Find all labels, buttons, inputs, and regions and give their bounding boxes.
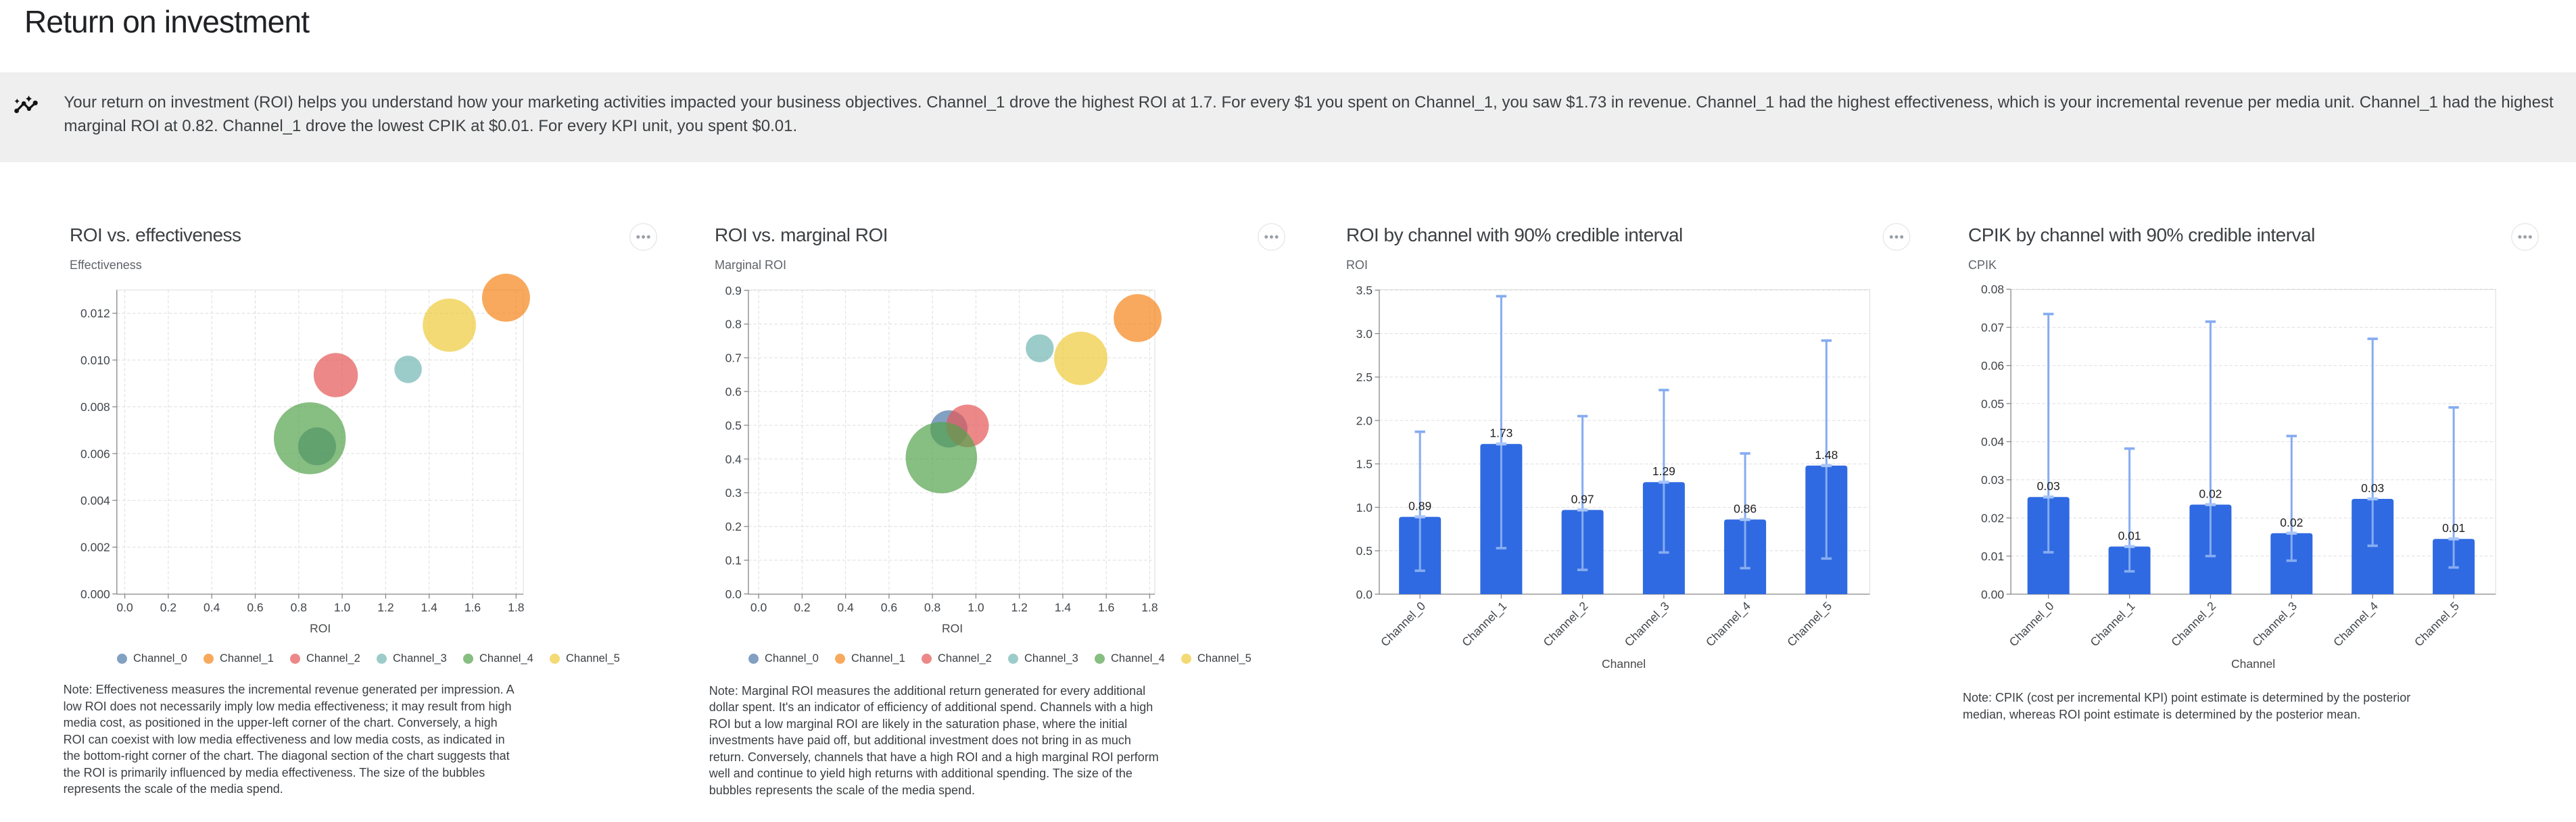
svg-text:0.2: 0.2 <box>160 600 176 614</box>
svg-text:0.03: 0.03 <box>2361 481 2384 495</box>
svg-text:0.00: 0.00 <box>1981 587 2004 601</box>
svg-text:0.07: 0.07 <box>1981 321 2004 335</box>
svg-text:1.8: 1.8 <box>508 600 524 614</box>
svg-text:Channel_3: Channel_3 <box>1622 599 1673 650</box>
svg-text:1.73: 1.73 <box>1489 427 1512 440</box>
svg-text:0.4: 0.4 <box>725 452 742 466</box>
svg-text:ROI: ROI <box>942 622 963 635</box>
svg-text:0.06: 0.06 <box>1981 359 2004 372</box>
svg-text:1.0: 1.0 <box>334 600 351 614</box>
svg-text:2.0: 2.0 <box>1356 414 1373 427</box>
svg-text:0.5: 0.5 <box>725 418 742 432</box>
svg-text:0.008: 0.008 <box>80 400 110 414</box>
svg-text:Channel_1: Channel_1 <box>1459 599 1510 650</box>
svg-text:0.01: 0.01 <box>2118 529 2141 543</box>
svg-text:1.6: 1.6 <box>464 600 481 614</box>
svg-text:1.48: 1.48 <box>1815 448 1838 462</box>
svg-text:0.002: 0.002 <box>80 541 110 554</box>
svg-text:0.3: 0.3 <box>725 486 742 500</box>
svg-text:0.97: 0.97 <box>1571 492 1594 506</box>
svg-text:Channel: Channel <box>2231 657 2275 671</box>
svg-text:0.006: 0.006 <box>80 447 110 460</box>
svg-text:Channel_4: Channel_4 <box>1703 599 1754 650</box>
svg-text:0.08: 0.08 <box>1981 283 2004 296</box>
svg-text:0.4: 0.4 <box>204 600 220 614</box>
svg-text:0.0: 0.0 <box>116 600 133 614</box>
svg-text:0.012: 0.012 <box>80 307 110 320</box>
svg-text:Channel_3: Channel_3 <box>2249 599 2300 650</box>
svg-text:0.010: 0.010 <box>80 354 110 367</box>
svg-text:0.86: 0.86 <box>1734 502 1757 516</box>
svg-text:0.8: 0.8 <box>924 600 940 614</box>
svg-text:1.4: 1.4 <box>1055 600 1072 614</box>
svg-text:0.03: 0.03 <box>1981 473 2004 487</box>
svg-text:0.02: 0.02 <box>1981 512 2004 525</box>
svg-text:1.2: 1.2 <box>1011 600 1028 614</box>
svg-text:0.4: 0.4 <box>837 600 854 614</box>
svg-text:Channel_1: Channel_1 <box>2087 599 2138 650</box>
svg-text:1.2: 1.2 <box>377 600 393 614</box>
svg-text:Channel_2: Channel_2 <box>1540 599 1591 650</box>
svg-text:0.9: 0.9 <box>725 284 742 297</box>
svg-text:1.6: 1.6 <box>1098 600 1114 614</box>
svg-text:1.0: 1.0 <box>968 600 984 614</box>
svg-text:0.8: 0.8 <box>725 318 742 331</box>
svg-text:1.29: 1.29 <box>1652 464 1675 478</box>
svg-text:Channel_0: Channel_0 <box>1378 599 1429 650</box>
svg-text:0.8: 0.8 <box>291 600 307 614</box>
svg-text:3.0: 3.0 <box>1356 327 1373 341</box>
svg-text:0.2: 0.2 <box>794 600 810 614</box>
svg-text:2.5: 2.5 <box>1356 370 1373 384</box>
svg-text:0.01: 0.01 <box>1981 550 2004 563</box>
svg-text:0.05: 0.05 <box>1981 397 2004 410</box>
svg-text:1.4: 1.4 <box>421 600 438 614</box>
svg-text:0.6: 0.6 <box>881 600 897 614</box>
svg-text:0.89: 0.89 <box>1408 500 1431 513</box>
svg-text:0.7: 0.7 <box>725 352 742 365</box>
svg-text:0.2: 0.2 <box>725 520 742 533</box>
svg-text:0.02: 0.02 <box>2199 487 2222 501</box>
svg-text:0.004: 0.004 <box>80 494 110 508</box>
svg-text:0.02: 0.02 <box>2280 516 2303 529</box>
svg-text:0.0: 0.0 <box>725 587 742 601</box>
svg-text:0.0: 0.0 <box>1356 587 1373 601</box>
svg-text:Channel_4: Channel_4 <box>2331 599 2381 650</box>
svg-text:0.5: 0.5 <box>1356 544 1373 558</box>
svg-text:1.0: 1.0 <box>1356 501 1373 514</box>
svg-text:0.0: 0.0 <box>750 600 767 614</box>
svg-text:0.000: 0.000 <box>80 587 110 601</box>
svg-text:0.01: 0.01 <box>2442 521 2465 535</box>
svg-text:1.5: 1.5 <box>1356 458 1373 471</box>
svg-text:0.1: 0.1 <box>725 554 742 567</box>
svg-text:Channel_5: Channel_5 <box>2412 599 2462 650</box>
svg-text:ROI: ROI <box>310 622 331 635</box>
svg-text:Channel_5: Channel_5 <box>1784 599 1835 650</box>
svg-text:3.5: 3.5 <box>1356 284 1373 297</box>
svg-text:1.8: 1.8 <box>1141 600 1158 614</box>
svg-text:0.04: 0.04 <box>1981 435 2004 449</box>
svg-text:0.6: 0.6 <box>247 600 263 614</box>
svg-text:Channel_0: Channel_0 <box>2007 599 2057 650</box>
svg-text:Channel_2: Channel_2 <box>2168 599 2219 650</box>
svg-text:0.03: 0.03 <box>2037 479 2060 493</box>
svg-text:Channel: Channel <box>1602 657 1646 671</box>
svg-text:0.6: 0.6 <box>725 385 742 399</box>
